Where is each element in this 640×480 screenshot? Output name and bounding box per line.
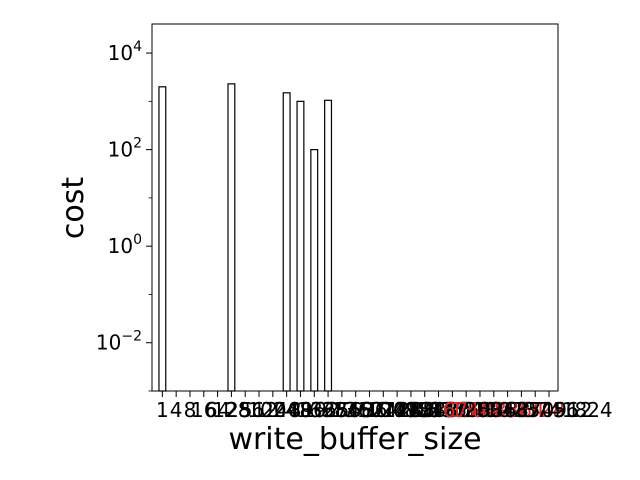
x-tick-label-67108864: 67108864 (443, 398, 545, 422)
x-tick-label-1073741824: 1073741824 (485, 398, 612, 422)
x-tick-label-4096: 4096 (275, 398, 326, 422)
x-tick-label-262144: 262144 (345, 398, 421, 422)
bar-2048 (282, 92, 291, 392)
bar-1 (158, 86, 167, 392)
x-tick-label-16: 16 (191, 398, 216, 422)
bars (158, 83, 333, 392)
x-tick-label-2048: 2048 (261, 398, 312, 422)
x-tick-label-524288: 524288 (359, 398, 435, 422)
x-tick-label-65536: 65536 (324, 398, 388, 422)
bar-16384 (324, 99, 333, 392)
x-tick-label-1048576: 1048576 (366, 398, 455, 422)
x-tick-label-128: 128 (212, 398, 250, 422)
x-tick-label-16777216: 16777216 (415, 398, 517, 422)
x-tick-label-536870912: 536870912 (478, 398, 593, 422)
x-tick-label-1024: 1024 (247, 398, 298, 422)
y-tick-label: 10−2 (96, 329, 142, 355)
x-axis: 1 4 81664128256512102420484096819216384327… (156, 391, 613, 422)
x-tick-label-64: 64 (205, 398, 230, 422)
x-tick-label-33554432: 33554432 (429, 398, 531, 422)
x-tick-label-268435456: 268435456 (464, 398, 579, 422)
x-tick-label-8192: 8192 (289, 398, 340, 422)
x-tick-label-32768: 32768 (310, 398, 374, 422)
x-axis-label: write_buffer_size (228, 422, 481, 457)
y-axis: 10−2 100 102 104 (96, 39, 152, 392)
x-tick-label-1: 1 (156, 398, 169, 422)
y-axis-label: cost (56, 177, 91, 239)
x-tick-label-131072: 131072 (331, 398, 407, 422)
x-tick-label-8: 8 (184, 398, 197, 422)
bar-4096 (296, 100, 305, 392)
bar-8192 (310, 149, 319, 392)
x-tick-label-4: 4 (170, 398, 183, 422)
y-tick-label: 104 (108, 39, 142, 65)
x-tick-label-2097152: 2097152 (380, 398, 469, 422)
x-tick-label-134217728: 134217728 (450, 398, 565, 422)
x-tick-label-512: 512 (240, 398, 278, 422)
plot-frame (151, 23, 559, 392)
bar-128 (227, 83, 236, 392)
y-tick-label: 100 (108, 232, 142, 258)
x-tick-label-256: 256 (226, 398, 264, 422)
y-tick-label: 102 (108, 136, 142, 162)
x-tick-label-16384: 16384 (296, 398, 360, 422)
x-tick-label-4194304: 4194304 (394, 398, 483, 422)
x-tick-label-8388608: 8388608 (408, 398, 497, 422)
